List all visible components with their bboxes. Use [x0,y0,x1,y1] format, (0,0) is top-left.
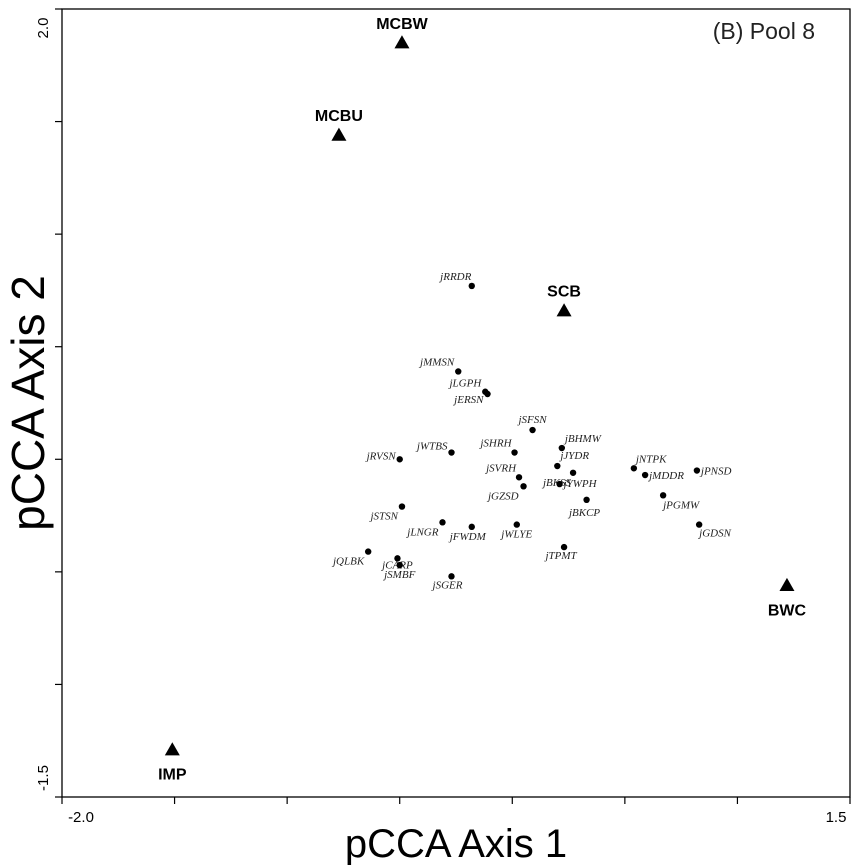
species-point-jmmsn [455,368,462,375]
species-label-jstsn: jSTSN [368,511,398,523]
site-marker-mcbw [394,35,410,49]
x-tick-label-max: 1.5 [826,809,847,826]
species-point-jmddr [641,471,649,479]
species-label-jwlye: jWLYE [499,529,532,541]
species-label-jsvrh: jSVRH [484,462,517,474]
species-point-jsvrh [515,474,523,481]
species-label-jbkss: jBKSS [541,477,572,489]
species-point-jstsn [398,503,406,510]
species-point-jpnsd [693,467,701,474]
site-label-bwc: BWC [768,602,807,619]
species-point-jqlbk [364,548,372,555]
species-point-jersn [484,390,491,398]
species-point-jtpmt [560,543,568,551]
species-point-jfwdm [468,523,475,531]
species-point-jntpk [630,465,638,472]
chart-title: (B) Pool 8 [713,18,815,44]
y-axis-label: pCCA Axis 2 [2,275,54,531]
species-point-jsger [448,573,455,580]
site-marker-scb [556,303,572,317]
species-label-jwtbs: jWTBS [415,441,448,453]
species-point-jjydr [554,462,561,470]
species-point-jpgmw [659,492,667,499]
species-point-jshrh [511,449,518,456]
species-point-jgzsd [520,483,527,490]
species-markers: jRRDR jMMSN jLGPH jERSN jSFSN jSHRH jBHMW jJYDR… [331,271,732,591]
species-label-jgdsn: jGDSN [697,528,731,540]
species-label-jbkcp: jBKCP [567,507,600,519]
species-label-jsmbf: jSMBF [382,569,415,581]
site-label-mcbu: MCBU [315,108,363,125]
site-label-scb: SCB [547,284,581,301]
species-label-jmddr: jMDDR [647,470,684,482]
species-label-jbhmw: jBHMW [563,433,602,445]
species-point-jbhmw [558,444,566,452]
species-label-jshrh: jSHRH [478,438,512,450]
axis-ticks [55,8,851,804]
species-label-jlgph: jLGPH [447,378,482,390]
species-point-jsfsn [529,426,536,434]
site-markers: MCBW MCBU SCB BWC IMP [158,16,806,784]
species-label-jlngr: jLNGR [405,526,438,538]
species-label-jpnsd: jPNSD [699,466,732,478]
species-label-jsger: jSGER [431,579,463,591]
species-point-jsmbf [396,561,403,569]
species-label-jtpmt: jTPMT [543,550,577,562]
site-marker-bwc [779,577,795,591]
species-label-jrrdr: jRRDR [438,271,471,283]
species-point-jwtbs [448,449,455,456]
species-label-jrvsn: jRVSN [365,450,397,462]
species-label-jywph: jYWPH [562,478,598,490]
species-label-jfwdm: jFWDM [448,531,487,543]
site-marker-imp [164,742,180,756]
species-label-jntpk: jNTPK [634,453,667,465]
species-point-jlngr [439,519,446,526]
species-point-jrrdr [468,282,475,290]
site-label-mcbw: MCBW [376,16,428,33]
species-point-jbkcp [583,496,590,504]
species-label-jmmsn: jMMSN [418,356,455,368]
species-label-jgzsd: jGZSD [486,490,519,502]
y-tick-label-min: -1.5 [35,765,52,791]
y-tick-label-max: 2.0 [35,18,52,39]
plot-frame [61,8,851,798]
species-point-jcarp [394,555,401,562]
species-label-jsfsn: jSFSN [516,414,547,426]
site-marker-mcbu [331,127,347,141]
species-point-jywph [556,480,563,488]
x-axis-label: pCCA Axis 1 [345,822,567,865]
x-tick-label-min: -2.0 [68,809,94,826]
species-label-jpgmw: jPGMW [661,499,700,511]
species-point-jgdsn [695,521,703,528]
site-label-imp: IMP [158,767,187,784]
species-label-jjydr: jJYDR [558,450,589,462]
species-point-jrvsn [396,456,403,463]
species-point-jbkss [569,469,577,476]
species-point-jwlye [513,521,520,528]
species-label-jersn: jERSN [452,394,484,406]
species-label-jqlbk: jQLBK [331,556,365,568]
